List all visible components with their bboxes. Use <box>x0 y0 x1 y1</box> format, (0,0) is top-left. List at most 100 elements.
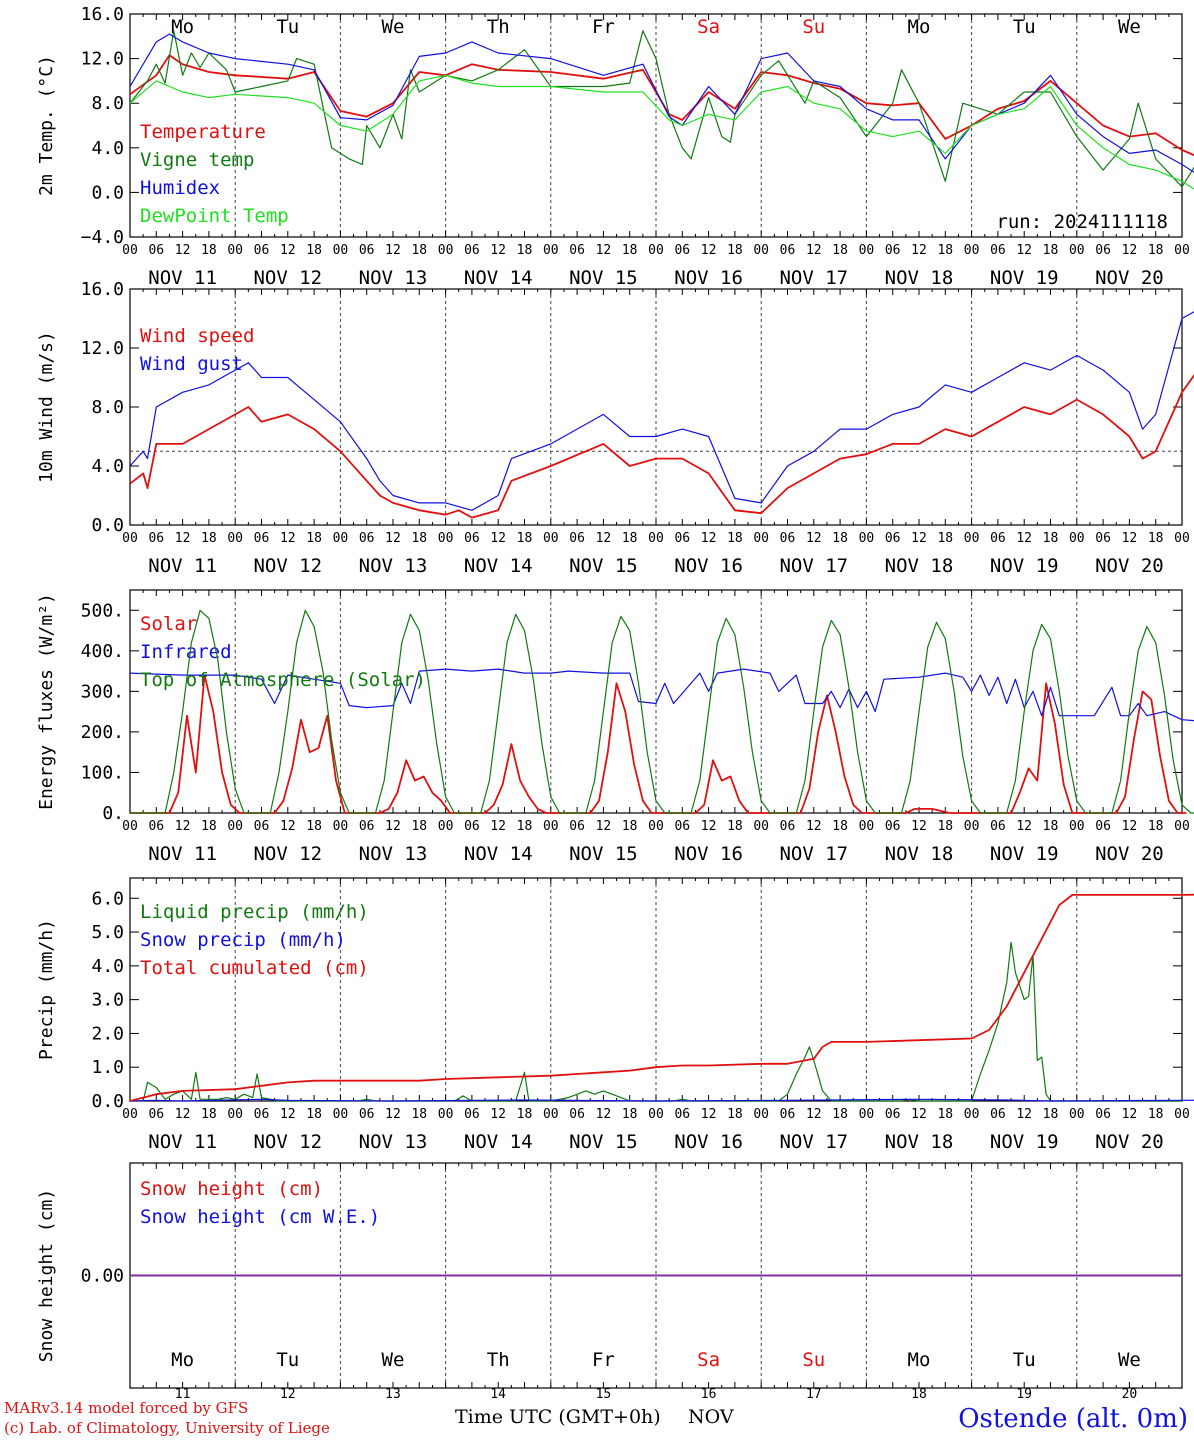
y-axis-label: Energy fluxes (W/m²) <box>36 593 57 810</box>
hour-tick-label: 00 <box>227 531 243 546</box>
hour-tick-label: 18 <box>1148 531 1164 546</box>
hour-tick-label: 00 <box>1174 531 1190 546</box>
footer-credit: (c) Lab. of Climatology, University of L… <box>4 1419 330 1437</box>
legend-entry: Wind speed <box>140 325 254 347</box>
hour-tick-label: 12 <box>280 243 296 258</box>
hour-tick-label: 18 <box>1148 819 1164 834</box>
hour-tick-label: 18 <box>201 531 217 546</box>
y-axis-label: Snow height (cm) <box>36 1189 57 1362</box>
hour-tick-label: 18 <box>1043 531 1059 546</box>
series-line-infrared <box>129 668 1194 722</box>
day-of-week-label: Mo <box>171 1349 194 1371</box>
day-number-label: 12 <box>280 1387 296 1402</box>
day-of-week-label: Fr <box>592 16 615 38</box>
hour-tick-label: 06 <box>1095 819 1111 834</box>
hour-tick-label: 12 <box>385 531 401 546</box>
hour-tick-label: 00 <box>122 243 138 258</box>
hour-tick-label: 06 <box>464 531 480 546</box>
day-number-label: 11 <box>175 1387 191 1402</box>
hour-tick-label: 06 <box>780 819 796 834</box>
hour-tick-label: 18 <box>1148 243 1164 258</box>
hour-tick-label: 00 <box>964 243 980 258</box>
hour-tick-label: 18 <box>622 243 638 258</box>
date-label: NOV 15 <box>569 843 638 865</box>
hour-tick-label: 06 <box>885 819 901 834</box>
hour-tick-label: 06 <box>674 531 690 546</box>
hour-tick-label: 06 <box>674 1107 690 1122</box>
hour-tick-label: 12 <box>596 1107 612 1122</box>
hour-tick-label: 06 <box>148 243 164 258</box>
day-of-week-label: Sa <box>697 1349 720 1371</box>
date-label: NOV 20 <box>1095 555 1164 577</box>
day-number-label: 19 <box>1016 1387 1032 1402</box>
hour-tick-label: 18 <box>517 243 533 258</box>
hour-tick-label: 12 <box>911 243 927 258</box>
day-of-week-label: Tu <box>1013 1349 1036 1371</box>
hour-tick-label: 18 <box>832 243 848 258</box>
y-tick-label: 16.0 <box>81 279 124 300</box>
day-of-week-label: Tu <box>276 16 299 38</box>
hour-tick-label: 06 <box>674 243 690 258</box>
day-number-label: 16 <box>701 1387 717 1402</box>
hour-tick-label: 00 <box>227 1107 243 1122</box>
date-label: NOV 17 <box>779 267 848 289</box>
hour-tick-label: 18 <box>201 243 217 258</box>
day-number-label: 14 <box>490 1387 506 1402</box>
hour-tick-label: 18 <box>832 531 848 546</box>
hour-tick-label: 12 <box>1016 531 1032 546</box>
day-of-week-label: Tu <box>276 1349 299 1371</box>
hour-tick-label: 12 <box>1122 531 1138 546</box>
panel-4: 6.0 5.0 4.0 3.0 2.0 1.0 0.0 Precip (mm/h) 00 06 12… <box>36 877 1194 1153</box>
hour-tick-label: 00 <box>648 819 664 834</box>
y-tick-label: 0.00 <box>81 1266 124 1287</box>
y-tick-label: −4.0 <box>81 227 124 248</box>
hour-tick-label: 06 <box>464 819 480 834</box>
x-axis-title: Time UTC (GMT+0h) <box>455 1406 661 1428</box>
hour-tick-label: 06 <box>254 1107 270 1122</box>
hour-tick-label: 12 <box>1122 243 1138 258</box>
hour-tick-label: 00 <box>122 819 138 834</box>
hour-tick-label: 00 <box>438 531 454 546</box>
hour-tick-label: 06 <box>359 1107 375 1122</box>
hour-tick-label: 00 <box>543 1107 559 1122</box>
hour-tick-label: 18 <box>306 819 322 834</box>
hour-tick-label: 12 <box>385 819 401 834</box>
hour-tick-label: 12 <box>1016 1107 1032 1122</box>
y-tick-label: 4.0 <box>91 456 124 477</box>
legend-entry: Snow precip (mm/h) <box>140 929 346 951</box>
hour-tick-label: 00 <box>753 531 769 546</box>
hour-tick-label: 12 <box>1122 819 1138 834</box>
hour-tick-label: 00 <box>859 819 875 834</box>
y-axis-label: Precip (mm/h) <box>36 919 57 1060</box>
y-axis-label: 2m Temp. (°C) <box>36 55 57 196</box>
hour-tick-label: 18 <box>517 819 533 834</box>
hour-tick-label: 06 <box>1095 531 1111 546</box>
legend-entry: Vigne temp <box>140 149 254 171</box>
hour-tick-label: 12 <box>806 243 822 258</box>
date-label: NOV 16 <box>674 843 743 865</box>
hour-tick-label: 06 <box>885 243 901 258</box>
y-tick-label: 0. <box>102 803 124 824</box>
hour-tick-label: 06 <box>464 1107 480 1122</box>
hour-tick-label: 00 <box>648 243 664 258</box>
day-of-week-label: Mo <box>908 1349 931 1371</box>
day-of-week-label: Th <box>487 16 510 38</box>
y-tick-label: 100. <box>81 762 124 783</box>
hour-tick-label: 12 <box>175 531 191 546</box>
hour-tick-label: 00 <box>333 1107 349 1122</box>
date-label: NOV 18 <box>885 1131 954 1153</box>
hour-tick-label: 12 <box>175 1107 191 1122</box>
y-tick-label: 8.0 <box>91 397 124 418</box>
legend-entry: Total cumulated (cm) <box>140 957 369 979</box>
hour-tick-label: 00 <box>333 531 349 546</box>
panel-1: 16.0 12.0 8.0 4.0 0.0 −4.0 2m Temp. (°C) 00 06 12… <box>36 4 1194 289</box>
hour-tick-label: 00 <box>122 531 138 546</box>
date-label: NOV 19 <box>990 555 1059 577</box>
hour-tick-label: 06 <box>990 819 1006 834</box>
footer-model: MARv3.14 model forced by GFS <box>4 1399 248 1417</box>
hour-tick-label: 06 <box>990 531 1006 546</box>
hour-tick-label: 00 <box>648 531 664 546</box>
date-label: NOV 20 <box>1095 843 1164 865</box>
date-label: NOV 13 <box>359 1131 428 1153</box>
series-line-total-cumulated-cm- <box>129 893 1194 1102</box>
